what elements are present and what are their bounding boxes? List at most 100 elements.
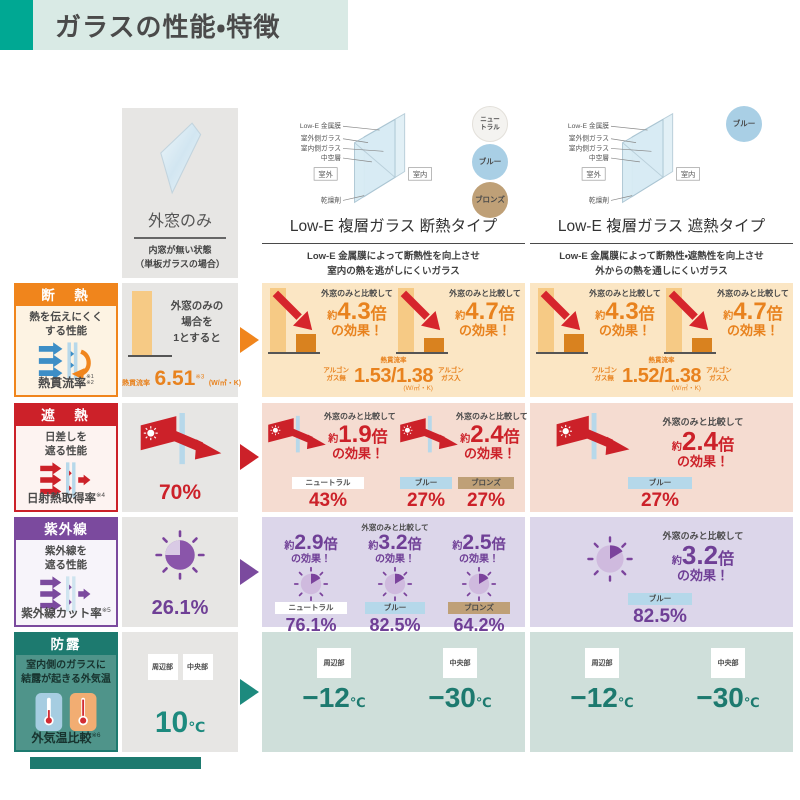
edge-temperature: −12℃ bbox=[302, 684, 365, 712]
effect-suffix: の効果！ bbox=[375, 554, 415, 566]
solar-gain-value: 43% bbox=[308, 490, 348, 512]
times: 倍 bbox=[407, 536, 422, 552]
baseline-temperature: 10℃ bbox=[122, 708, 238, 738]
color-chip-neutral: ニュー トラル bbox=[472, 106, 508, 142]
cell-uv-baseline: 26.1% bbox=[122, 517, 238, 627]
single-glass-pane-illustration bbox=[148, 116, 212, 200]
times: 倍 bbox=[503, 429, 520, 446]
uv-panel-bronze: 約2.5倍 の効果！ ブロンズ 64.2% bbox=[438, 522, 520, 635]
desc-line1: 熱を伝えにくく bbox=[29, 311, 103, 323]
footer-accent-bar bbox=[30, 757, 201, 769]
center-temperature: −30℃ bbox=[428, 684, 491, 712]
bronze-result: ブロンズ 64.2% bbox=[448, 601, 510, 635]
effect-suffix: の効果！ bbox=[458, 323, 511, 339]
u-value-comparison: アルゴン ガス無 熱貫流率 1.52/1.38 (W/㎡・K) アルゴン ガス入 bbox=[530, 357, 793, 392]
bar-baseline bbox=[268, 352, 320, 354]
blue-result: ブルー 27% bbox=[400, 477, 452, 511]
effect-multiplier: 2.4 bbox=[470, 421, 504, 448]
cell-shielding-baseline: 70% bbox=[122, 403, 238, 512]
metric-label: 熱貫流率 bbox=[38, 376, 87, 390]
argon-gas-none-label: アルゴン ガス無 bbox=[323, 367, 349, 384]
u-value-baseline: 熱貫流率 6.51※3 (W/㎡・K) bbox=[122, 367, 241, 391]
baseline-bar bbox=[132, 291, 152, 355]
argon-gas-in-label: アルゴン ガス入 bbox=[438, 367, 464, 384]
row-insulation-sidebar: 断 熱 熱を伝えにくく する性能 熱貫流率 ※1 ※2 bbox=[14, 283, 118, 397]
times: 倍 bbox=[498, 306, 515, 323]
u-value-comparison: アルゴン ガス無 熱貫流率 1.53/1.38 (W/㎡・K) アルゴン ガス入 bbox=[262, 357, 525, 392]
uv-pie-icon bbox=[377, 566, 413, 602]
center-label: 中央部 bbox=[182, 654, 213, 680]
desc-line2: 遮る性能 bbox=[45, 445, 87, 458]
approx: 約 bbox=[460, 434, 471, 445]
u-value-unit: (W/㎡・K) bbox=[403, 384, 433, 392]
position-labels: 周辺部 中央部 bbox=[122, 654, 238, 680]
uv-cut-value: 76.1% bbox=[285, 614, 337, 635]
blue-result: ブルー 82.5% bbox=[365, 601, 425, 635]
temp-number: 10 bbox=[154, 706, 189, 739]
sun-arrow-through-glass-icon bbox=[266, 415, 328, 461]
column-header-insulation-type: ニュー トラル ブルー ブロンズ Low-E 複層ガラス 断熱タイプ Low-E… bbox=[262, 104, 525, 278]
bar-after bbox=[296, 334, 316, 352]
u-value-block: 熱貫流率 1.53/1.38 (W/㎡・K) bbox=[354, 357, 433, 392]
argon-gas-none-label: アルゴン ガス無 bbox=[591, 367, 617, 384]
cell-condensation-mid: 周辺部 −12℃ 中央部 −30℃ bbox=[262, 632, 525, 752]
effect-multiplier: 4.3 bbox=[605, 298, 639, 325]
effect-panel-argon: 外窓のみと比較して 約4.7倍 の効果！ bbox=[396, 288, 522, 358]
effect-text-blue-bronze: 外窓のみと比較して 約2.4倍 の効果！ bbox=[456, 411, 528, 462]
effect-text: 外窓のみと比較して 約4.7倍 の効果！ bbox=[716, 288, 790, 358]
u-value-note: ※3 bbox=[195, 373, 205, 381]
baseline-note: 外窓のみの 場合を 1とすると bbox=[160, 299, 234, 346]
cell-uv-mid: 約2.9倍 の効果！ ニュートラル 76.1% 外窓のみと比較して 約3.2倍 … bbox=[262, 517, 525, 634]
row-uv-metric: 紫外線カット率※5 bbox=[16, 605, 116, 621]
solar-gain-baseline-value: 70% bbox=[158, 480, 202, 504]
effect-multiplier: 1.9 bbox=[338, 421, 372, 448]
uv-panel-neutral: 約2.9倍 の効果！ ニュートラル 76.1% bbox=[270, 522, 352, 635]
row-insulation-description: 熱を伝えにくく する性能 bbox=[16, 310, 116, 338]
cell-condensation-baseline: 周辺部 中央部 10℃ bbox=[122, 632, 238, 752]
cell-shielding-mid: 外窓のみと比較して 約1.9倍 の効果！ ニュートラル 43% 外窓のみと比較し… bbox=[262, 403, 528, 512]
temp-unit: ℃ bbox=[349, 695, 366, 710]
edge-temperature: −12℃ bbox=[570, 684, 633, 712]
note-line3: 1とすると bbox=[173, 331, 221, 344]
effect-suffix: の効果！ bbox=[463, 446, 516, 462]
times: 倍 bbox=[638, 306, 655, 323]
compare-note: 外窓のみと比較して bbox=[361, 523, 429, 532]
row-shielding-metric: 日射熱取得率※4 bbox=[16, 490, 116, 506]
approx: 約 bbox=[455, 311, 466, 322]
column-header-shielding-type: ブルー Low-E 複層ガラス 遮熱タイプ Low-E 金属膜によって断熱性・遮… bbox=[530, 104, 793, 278]
metric-notes: ※1 ※2 bbox=[86, 374, 94, 387]
sun-arrow-through-glass-icon bbox=[132, 413, 230, 475]
edge-label: 周辺部 bbox=[317, 648, 351, 678]
edge-temperature-group: 周辺部 −12℃ bbox=[298, 648, 370, 712]
arrow-right-insulation bbox=[240, 327, 259, 353]
argon-gas-in-label: アルゴン ガス入 bbox=[706, 367, 732, 384]
color-chip-blue: ブルー bbox=[726, 106, 762, 142]
u-value-metric: 熱貫流率 bbox=[648, 357, 675, 364]
page-title: ガラスの性能・特徴 bbox=[55, 11, 281, 42]
u-value: 1.53/1.38 bbox=[354, 364, 433, 387]
effect-suffix: の効果！ bbox=[331, 446, 384, 462]
row-shielding-label: 遮 熱 bbox=[16, 405, 116, 426]
approx: 約 bbox=[327, 311, 338, 322]
temp-number: −30 bbox=[696, 682, 744, 713]
u-value-block: 熱貫流率 1.52/1.38 (W/㎡・K) bbox=[622, 357, 701, 392]
desc-line2: 結露が起きる外気温 bbox=[21, 673, 111, 685]
baseline-column-title: 外窓のみ bbox=[147, 213, 212, 230]
shielding-column-title: Low-E 複層ガラス 遮熱タイプ bbox=[557, 218, 766, 235]
note-2: ※2 bbox=[86, 380, 94, 387]
compare-note: 外窓のみと比較して bbox=[662, 417, 744, 427]
bar-comparison-graphic bbox=[396, 288, 448, 358]
effect-multiplier: 3.2 bbox=[378, 531, 408, 554]
label-line1: アルゴン bbox=[323, 366, 350, 374]
chip-bronze-label: ブロンズ bbox=[475, 195, 505, 205]
effect-panel-no-argon: 外窓のみと比較して 約4.3倍 の効果！ bbox=[536, 288, 662, 358]
chip-bronze: ブロンズ bbox=[448, 601, 510, 614]
approx: 約 bbox=[452, 541, 463, 552]
effect-multiplier: 3.2 bbox=[681, 540, 719, 570]
bar-comparison-graphic bbox=[268, 288, 320, 358]
solar-gain-value: 27% bbox=[640, 490, 680, 512]
row-condensation-sidebar: 防露 室内側のガラスに 結露が起きる外気温 外気温比較※6 bbox=[14, 632, 118, 752]
center-temperature-group: 中央部 −30℃ bbox=[692, 648, 764, 712]
center-label: 中央部 bbox=[711, 648, 745, 678]
neutral-result: ニュートラル 43% bbox=[292, 477, 364, 511]
